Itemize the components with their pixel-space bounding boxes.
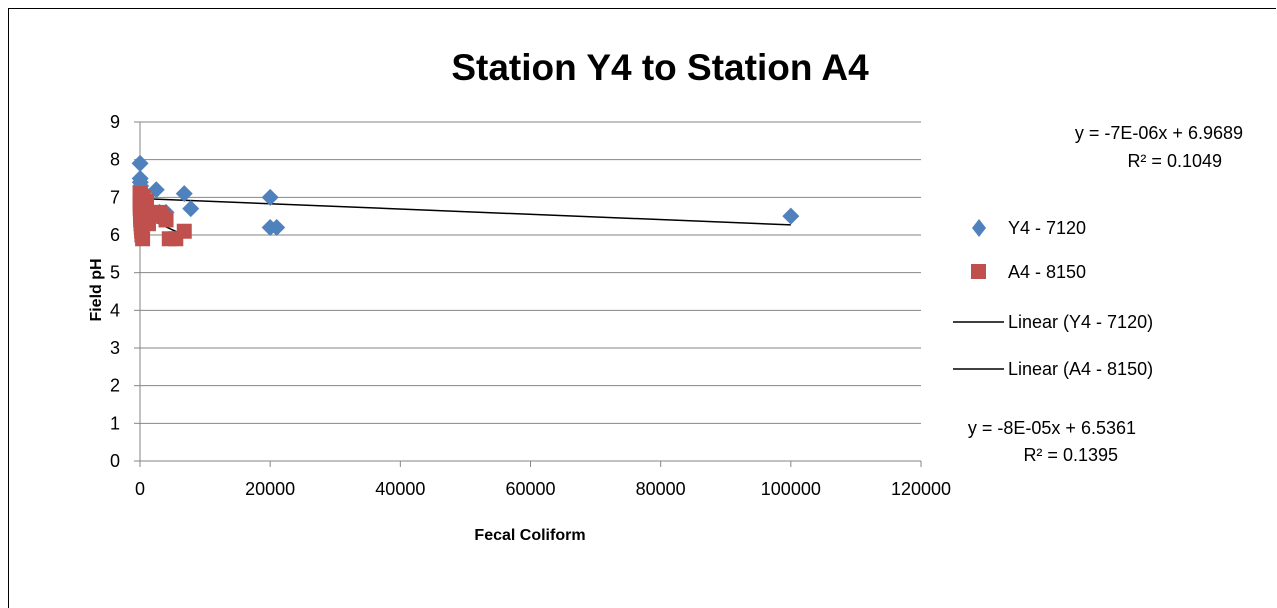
x-tick-label-80000: 80000 [636,479,686,499]
legend-marker-a4 [971,264,986,279]
x-tick-label-0: 0 [135,479,145,499]
chart-title: Station Y4 to Station A4 [451,47,869,88]
y-axis-label: Field pH [88,258,105,321]
x-axis-label: Fecal Coliform [474,527,585,544]
legend-label-y4: Y4 - 7120 [1008,218,1086,238]
trend-equation-y4: y = -7E-06x + 6.9689 [1075,123,1243,143]
point-y4-0 [131,154,149,172]
trend-r2-y4: R² = 0.1049 [1127,151,1222,171]
x-tick-label-60000: 60000 [505,479,555,499]
point-a4-14 [139,193,155,209]
point-a4-23 [176,223,192,239]
y-tick-label-3: 3 [110,338,120,358]
y-tick-label-6: 6 [110,225,120,245]
point-a4-20 [158,212,174,228]
data-points [131,154,800,247]
scatter-chart: Station Y4 to Station A4 0 1 2 3 4 5 6 7 8 9 0 200… [88,47,1243,544]
point-y4-21 [782,207,800,225]
trend-r2-a4: R² = 0.1395 [1023,445,1118,465]
x-tick-label-20000: 20000 [245,479,295,499]
trend-equation-a4: y = -8E-05x + 6.5361 [968,418,1136,438]
x-tick-label-100000: 100000 [761,479,821,499]
point-a4-11 [135,231,151,247]
y-tick-label-4: 4 [110,300,120,320]
point-y4-17 [182,200,200,218]
point-y4-16 [175,185,193,203]
y-tick-label-2: 2 [110,376,120,396]
legend-marker-y4 [972,219,986,237]
y-tick-label-1: 1 [110,413,120,433]
x-tick-label-40000: 40000 [375,479,425,499]
y-tick-label-7: 7 [110,187,120,207]
y-tick-label-9: 9 [110,112,120,132]
trendline-equations: y = -7E-06x + 6.9689 R² = 0.1049 y = -8E… [968,123,1243,465]
legend-label-trend-y4: Linear (Y4 - 7120) [1008,312,1153,332]
y-tick-labels: 0 1 2 3 4 5 6 7 8 9 [110,112,120,471]
x-tick-labels: 0 20000 40000 60000 80000 100000 120000 [135,479,951,499]
trendlines [139,197,791,236]
trendline-y4 [139,197,791,226]
legend: Y4 - 7120 A4 - 8150 Linear (Y4 - 7120) L… [953,218,1153,379]
point-y4-20 [268,218,286,236]
gridlines [140,121,921,424]
x-tick-label-120000: 120000 [891,479,951,499]
legend-label-trend-a4: Linear (A4 - 8150) [1008,359,1153,379]
y-tick-label-0: 0 [110,451,120,471]
y-tick-label-5: 5 [110,263,120,283]
axes [134,121,922,467]
chart-area [8,8,1276,608]
point-y4-18 [261,188,279,206]
legend-label-a4: A4 - 8150 [1008,262,1086,282]
y-tick-label-8: 8 [110,150,120,170]
